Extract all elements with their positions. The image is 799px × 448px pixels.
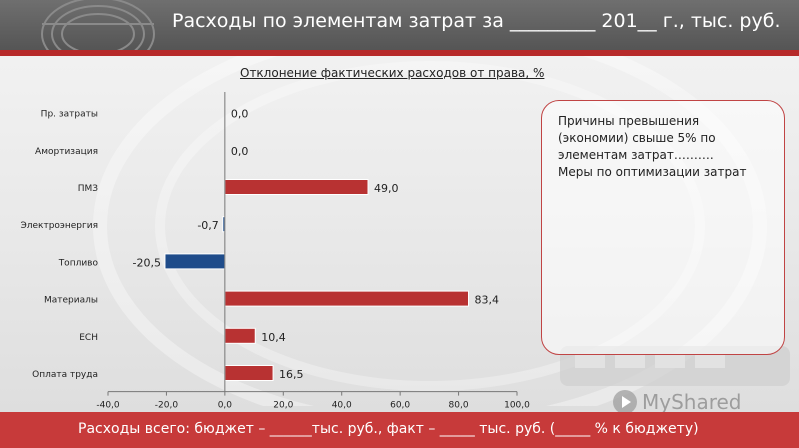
x-tick-label: -20,0 — [155, 401, 179, 409]
reasons-note: Причины превышения (экономии) свыше 5% п… — [541, 100, 785, 355]
x-tick-label: 20,0 — [273, 401, 293, 409]
bar — [224, 365, 274, 381]
page-title: Расходы по элементам затрат за _________… — [172, 10, 781, 32]
category-label: ПМЗ — [78, 184, 99, 194]
note-line: (экономии) свыше 5% по — [558, 131, 716, 145]
data-label: 16,5 — [279, 368, 304, 381]
x-tick-label: 0,0 — [218, 401, 233, 409]
category-label: ЕСН — [79, 333, 98, 343]
category-label: Материалы — [44, 296, 98, 306]
data-label: 83,4 — [475, 294, 500, 307]
category-label: Электроэнергия — [20, 221, 98, 231]
data-label: 49,0 — [374, 182, 399, 195]
category-label: Амортизация — [35, 147, 98, 157]
bar — [164, 253, 226, 270]
watermark-text: MyShared — [642, 390, 742, 414]
bar — [224, 327, 256, 344]
deviation-bar-chart: Пр. затраты Амортизация ПМЗ Электроэнергия Т… — [20, 92, 530, 409]
header-divider — [0, 50, 799, 56]
data-label: 0,0 — [231, 145, 249, 158]
watermark: MyShared — [612, 388, 742, 416]
x-tick-label: 80,0 — [449, 401, 469, 409]
x-tick-label: 100,0 — [504, 401, 530, 409]
summary-text: Расходы всего: бюджет – ______тыс. руб.,… — [78, 421, 699, 437]
x-tick-label: 40,0 — [332, 401, 352, 409]
note-line: элементам затрат………. — [558, 148, 714, 162]
summary-bar: Расходы всего: бюджет – ______тыс. руб.,… — [0, 412, 799, 448]
note-line: Меры по оптимизации затрат — [558, 165, 747, 179]
x-tick-label: -40,0 — [96, 401, 120, 409]
bar — [224, 179, 369, 195]
bar — [224, 290, 470, 307]
play-icon — [613, 390, 637, 414]
chart-title: Отклонение фактических расходов от права… — [240, 66, 545, 80]
data-label: -0,7 — [197, 219, 218, 232]
note-line: Причины превышения — [558, 114, 700, 128]
category-label: Пр. затраты — [41, 110, 98, 120]
x-tick-label: 60,0 — [390, 401, 410, 409]
data-label: 10,4 — [261, 331, 286, 344]
title-bar: Расходы по элементам затрат за _________… — [0, 0, 799, 50]
data-label: 0,0 — [231, 108, 249, 121]
data-label: -20,5 — [132, 256, 160, 269]
rail-logo-icon — [41, 0, 155, 50]
category-label: Топливо — [58, 258, 99, 268]
category-label: Оплата труда — [32, 370, 98, 380]
